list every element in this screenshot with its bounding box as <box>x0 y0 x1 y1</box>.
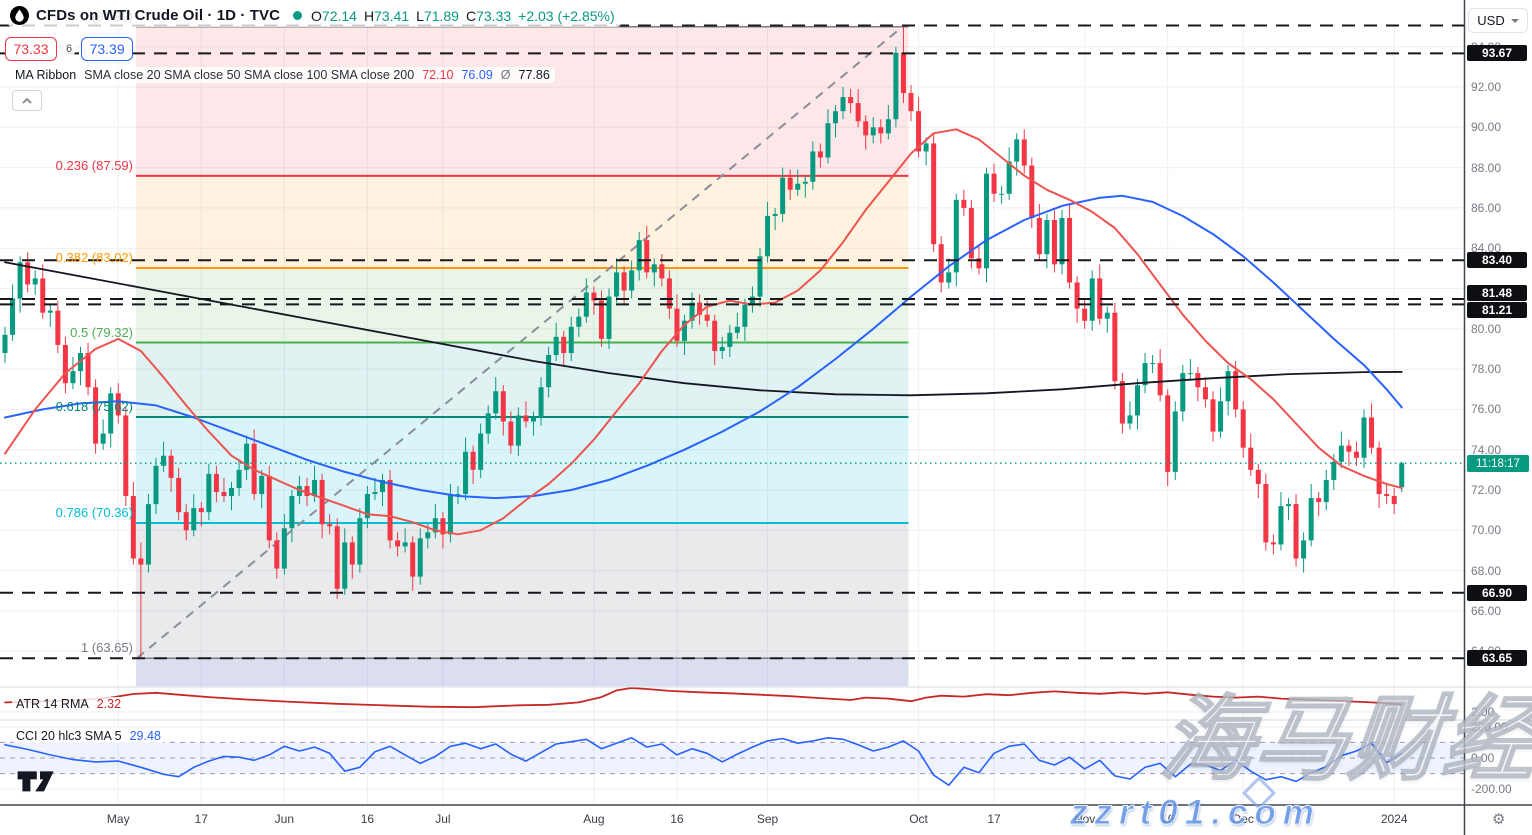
atr-title: ATR 14 RMA <box>16 697 89 711</box>
ma-ribbon-legend[interactable]: MA Ribbon SMA close 20 SMA close 50 SMA … <box>10 67 555 83</box>
fib-level-label: 0.382 (83.02) <box>55 249 133 265</box>
cci-title: CCI 20 hlc3 SMA 5 <box>16 729 122 743</box>
collapse-legend-button[interactable] <box>12 90 42 111</box>
symbol-logo-icon <box>10 6 29 25</box>
price-axis-label: 86.00 <box>1471 200 1502 215</box>
time-axis-label: 16 <box>1161 812 1175 826</box>
fib-level-label: 1 (63.65) <box>80 640 133 656</box>
price-axis-label: 72.00 <box>1471 483 1502 497</box>
price-axis-label: 78.00 <box>1471 362 1502 377</box>
time-axis-label: 17 <box>194 812 208 826</box>
gear-icon[interactable]: ⚙ <box>1492 810 1506 828</box>
price-line-tag: 93.67 <box>1467 45 1527 62</box>
price-axis-label: 76.00 <box>1471 402 1502 417</box>
spread-value: 6 <box>63 43 76 55</box>
cci-axis-label: 200.00 <box>1471 719 1508 734</box>
price-axis-label: 74.00 <box>1471 442 1502 457</box>
price-line-tag: 63.65 <box>1467 650 1527 667</box>
time-axis-label: 17 <box>987 812 1001 826</box>
time-axis[interactable]: May 17 Jun 16 Jul Aug 16 Sep Oct 17 Nov 16 Dec 2024 ⚙ <box>0 806 1532 835</box>
sma50-value: 76.09 <box>461 68 493 82</box>
currency-selector[interactable]: USD <box>1468 8 1528 33</box>
fib-level-label: 0.618 (75.62) <box>55 399 133 415</box>
bar-countdown-tag: 11:18:17 <box>1467 455 1529 473</box>
time-axis-label: Jun <box>274 812 295 826</box>
cci-axis-label: 0.00 <box>1471 751 1495 765</box>
price-axis-label: 80.00 <box>1471 321 1502 336</box>
price-axis[interactable]: USD 94.0092.0090.0088.0086.0084.0080.007… <box>1465 0 1532 805</box>
time-axis-label: Jul <box>435 812 451 826</box>
sell-price-button[interactable]: 73.33 <box>5 37 57 61</box>
price-line-tag: 83.40 <box>1467 252 1527 269</box>
buy-price-button[interactable]: 73.39 <box>81 37 134 61</box>
price-axis-label: 66.00 <box>1471 603 1502 618</box>
market-status-icon <box>293 11 303 20</box>
time-axis-label: Sep <box>756 812 779 826</box>
symbol-legend-row[interactable]: CFDs on WTI Crude Oil · 1D · TVC O72.14 … <box>8 4 621 27</box>
price-line-tag: 81.21 <box>1467 302 1527 319</box>
symbol-title[interactable]: CFDs on WTI Crude Oil · 1D · TVC <box>36 7 281 24</box>
sma200-value: 77.86 <box>518 68 550 82</box>
fib-level-label: 0.786 (70.36) <box>55 505 133 521</box>
time-axis-label: 2024 <box>1380 812 1408 826</box>
price-axis-label: 68.00 <box>1471 563 1502 578</box>
tradingview-logo[interactable] <box>14 769 58 793</box>
chevron-down-icon <box>1510 18 1519 23</box>
time-axis-label: Nov <box>1073 812 1096 826</box>
time-axis-label: Oct <box>909 812 928 826</box>
time-axis-label: Aug <box>583 812 605 826</box>
time-axis-label: 16 <box>360 812 375 826</box>
change-value: +2.03 (+2.85%) <box>518 7 615 24</box>
time-axis-label: May <box>106 812 130 826</box>
chevron-up-icon <box>22 97 32 104</box>
price-line-tag: 66.90 <box>1467 584 1527 601</box>
price-axis-label: 88.00 <box>1471 160 1502 175</box>
hidden-plot-icon: Ø <box>500 68 511 82</box>
atr-value: 2.32 <box>96 697 122 711</box>
currency-label: USD <box>1477 13 1505 28</box>
atr-pane-legend[interactable]: ATR 14 RMA 2.32 <box>12 697 126 711</box>
time-axis-label: 16 <box>670 812 684 826</box>
sma20-value: 72.10 <box>422 68 454 82</box>
chart-legend: CFDs on WTI Crude Oil · 1D · TVC O72.14 … <box>8 4 621 27</box>
ma-ribbon-title: MA Ribbon <box>15 68 77 82</box>
cci-axis-label: -200.00 <box>1471 782 1512 797</box>
ohlc-values: O72.14 H73.41 L71.89 C73.33 +2.03 (+2.85… <box>311 7 615 24</box>
atr-axis-label: 2.00 <box>1471 705 1495 719</box>
fib-level-label: 0.236 (87.59) <box>55 157 133 173</box>
fib-level-label: 0.5 (79.32) <box>70 324 133 340</box>
price-axis-label: 92.00 <box>1471 80 1502 94</box>
cci-pane-legend[interactable]: CCI 20 hlc3 SMA 5 29.48 <box>12 729 165 743</box>
price-axis-label: 90.00 <box>1471 120 1502 135</box>
price-line-tag: 81.48 <box>1467 285 1527 302</box>
cci-value: 29.48 <box>129 729 161 743</box>
price-axis-label: 70.00 <box>1471 523 1502 538</box>
ma-ribbon-params: SMA close 20 SMA close 50 SMA close 100 … <box>84 68 415 82</box>
price-axis-label: 84.00 <box>1471 241 1502 256</box>
time-axis-label: Dec <box>1232 812 1254 826</box>
trade-widget: 73.33 6 73.39 <box>5 37 134 61</box>
